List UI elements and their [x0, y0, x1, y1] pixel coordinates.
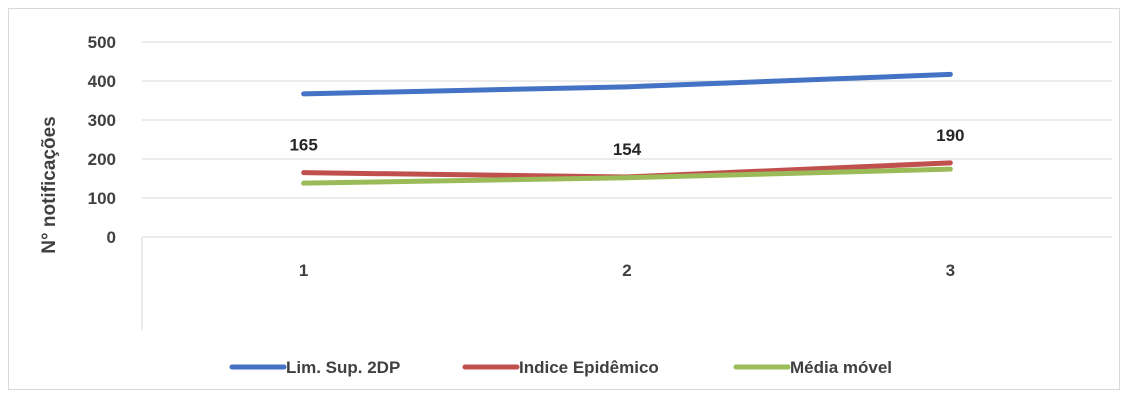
series-line: [301, 166, 953, 186]
y-tick-label: 300: [88, 111, 116, 130]
x-tick-label: 2: [622, 261, 631, 280]
legend-label: Média móvel: [790, 358, 892, 377]
y-tick-label: 400: [88, 72, 116, 91]
y-tick-label: 200: [88, 150, 116, 169]
data-label: 154: [613, 140, 642, 159]
data-label: 190: [936, 126, 964, 145]
x-axis: 1 2 3: [141, 237, 955, 330]
y-axis: 0 100 200 300 400 500: [88, 33, 116, 247]
legend-label: Indice Epidêmico: [519, 358, 659, 377]
series-lines: [301, 71, 953, 186]
y-tick-label: 100: [88, 189, 116, 208]
legend-label: Lim. Sup. 2DP: [286, 358, 400, 377]
gridlines: [142, 41, 1112, 238]
series-line: [301, 71, 953, 97]
x-tick-label: 3: [946, 261, 955, 280]
y-tick-label: 0: [107, 228, 116, 247]
x-tick-label: 1: [299, 261, 308, 280]
y-axis-title: N° notificações: [39, 116, 60, 253]
data-label: 165: [289, 136, 317, 155]
chart-frame: [8, 8, 1120, 390]
data-labels: 165 154 190: [289, 126, 964, 159]
y-tick-label: 500: [88, 33, 116, 52]
legend: Lim. Sup. 2DP Indice Epidêmico Média móvel: [229, 358, 892, 377]
